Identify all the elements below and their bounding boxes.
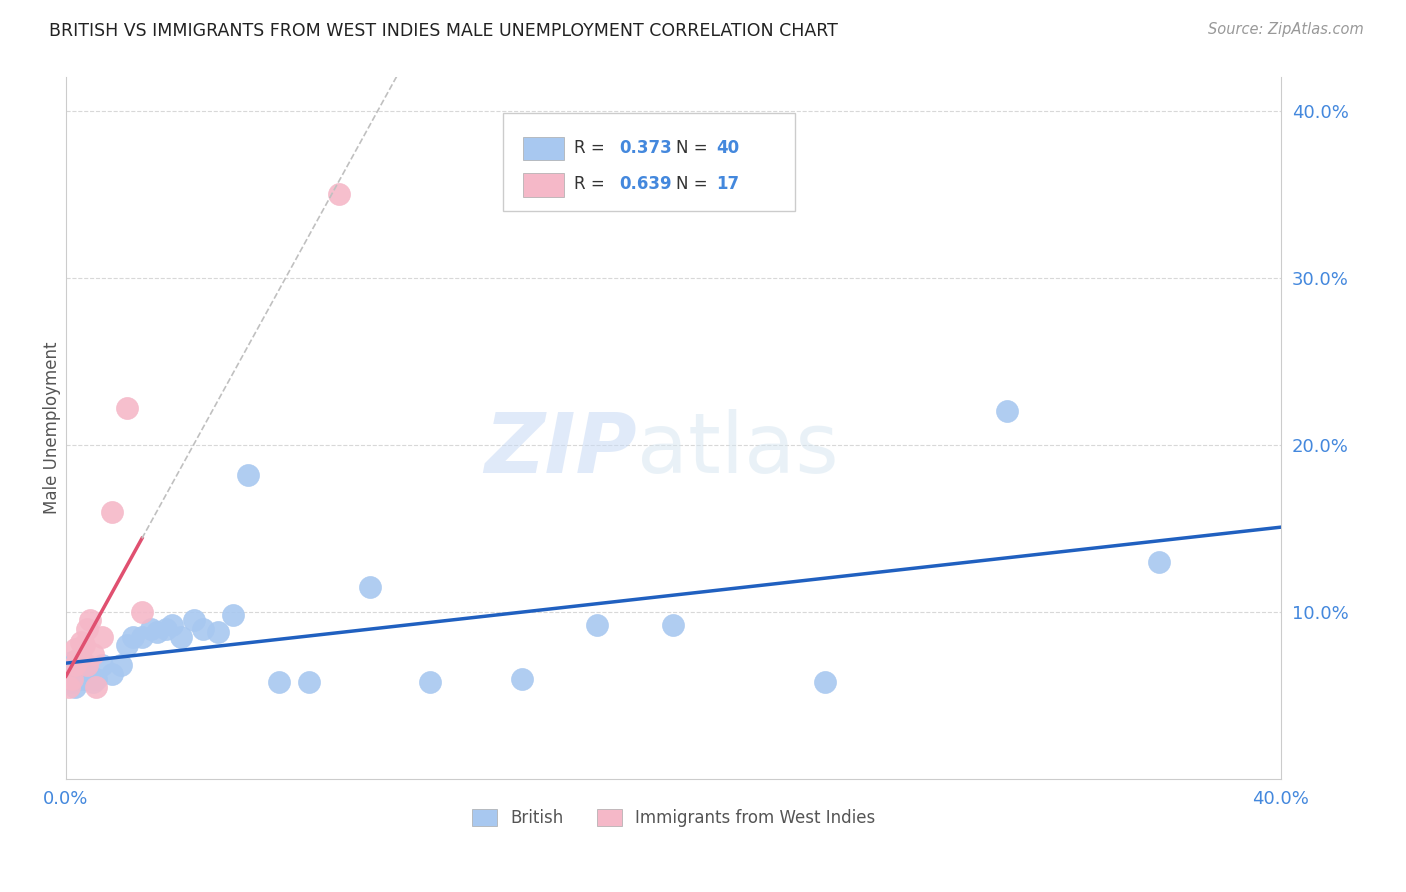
Point — [419, 675, 441, 690]
Text: R =: R = — [574, 139, 610, 157]
Point — [359, 580, 381, 594]
Point — [267, 675, 290, 690]
Point — [73, 638, 96, 652]
Point — [82, 675, 104, 690]
Point — [131, 605, 153, 619]
Point — [1149, 555, 1171, 569]
Point — [60, 675, 83, 690]
Point — [222, 608, 245, 623]
Point — [63, 668, 86, 682]
Point — [662, 618, 685, 632]
Point — [997, 404, 1019, 418]
FancyBboxPatch shape — [503, 112, 794, 211]
Point — [86, 672, 108, 686]
Point — [510, 672, 533, 686]
Text: 0.373: 0.373 — [619, 139, 672, 157]
Point — [63, 680, 86, 694]
Point — [100, 505, 122, 519]
Point — [67, 672, 90, 686]
Point — [131, 630, 153, 644]
Point — [115, 638, 138, 652]
Point — [73, 658, 96, 673]
Point — [79, 613, 101, 627]
Point — [121, 630, 143, 644]
Point — [58, 680, 80, 694]
Point — [586, 618, 609, 632]
Point — [162, 618, 184, 632]
Point — [814, 675, 837, 690]
Point — [67, 651, 90, 665]
Point — [91, 630, 114, 644]
Point — [183, 613, 205, 627]
Point — [146, 624, 169, 639]
Point — [91, 658, 114, 673]
Text: 17: 17 — [716, 175, 740, 193]
Point — [86, 680, 108, 694]
Text: N =: N = — [676, 175, 713, 193]
Text: N =: N = — [676, 139, 713, 157]
Point — [60, 672, 83, 686]
Text: ZIP: ZIP — [484, 409, 637, 490]
Point — [73, 672, 96, 686]
Point — [170, 630, 193, 644]
Text: 0.639: 0.639 — [619, 175, 672, 193]
Point — [70, 664, 93, 678]
Point — [139, 622, 162, 636]
Point — [82, 647, 104, 661]
Point — [110, 658, 132, 673]
Point — [328, 187, 350, 202]
Point — [191, 622, 214, 636]
Text: 40: 40 — [716, 139, 740, 157]
Point — [238, 467, 260, 482]
Text: Source: ZipAtlas.com: Source: ZipAtlas.com — [1208, 22, 1364, 37]
Point — [155, 622, 177, 636]
Point — [207, 624, 229, 639]
FancyBboxPatch shape — [523, 173, 564, 197]
Point — [58, 666, 80, 681]
Point — [115, 401, 138, 416]
Legend: British, Immigrants from West Indies: British, Immigrants from West Indies — [465, 802, 882, 834]
Point — [63, 658, 86, 673]
Text: atlas: atlas — [637, 409, 839, 490]
Text: BRITISH VS IMMIGRANTS FROM WEST INDIES MALE UNEMPLOYMENT CORRELATION CHART: BRITISH VS IMMIGRANTS FROM WEST INDIES M… — [49, 22, 838, 40]
Point — [70, 635, 93, 649]
Y-axis label: Male Unemployment: Male Unemployment — [44, 342, 60, 515]
Point — [79, 668, 101, 682]
FancyBboxPatch shape — [523, 136, 564, 161]
Point — [298, 675, 321, 690]
Point — [70, 651, 93, 665]
Point — [63, 641, 86, 656]
Text: R =: R = — [574, 175, 610, 193]
Point — [60, 655, 83, 669]
Point — [76, 658, 98, 673]
Point — [76, 622, 98, 636]
Point — [100, 666, 122, 681]
Point — [76, 666, 98, 681]
